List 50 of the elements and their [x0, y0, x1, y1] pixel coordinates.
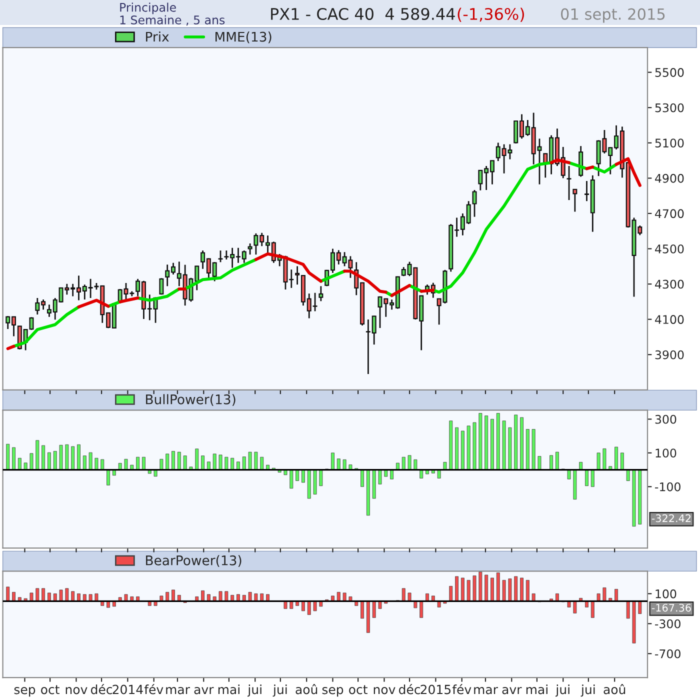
annotation: -322.42	[652, 514, 691, 522]
x-tick-label: nov	[66, 687, 88, 694]
legend-label: MME(13)	[216, 32, 272, 44]
y-tick-label: 4500	[655, 244, 684, 254]
legend-label: BearPower(13)	[146, 555, 242, 567]
x-tick-label: jui	[247, 684, 262, 697]
x-tick-label: mar	[474, 687, 498, 694]
x-tick-label: nov	[374, 687, 396, 694]
y-tick-label: 4900	[655, 174, 684, 183]
chart-subtitle: (-1,36%)	[458, 8, 524, 22]
y-tick-label: -300	[655, 619, 680, 628]
y-tick-label: 4100	[655, 315, 684, 324]
x-tick-label: sep	[322, 687, 344, 697]
y-tick-label: 100	[656, 448, 676, 458]
y-tick-label: 3900	[655, 350, 684, 360]
x-tick-label: 2014	[112, 684, 143, 694]
x-tick-label: aoû	[296, 684, 318, 694]
x-tick-label: jui	[555, 684, 570, 697]
y-tick-label: -700	[655, 649, 680, 658]
legend-label: BullPower(13)	[146, 394, 236, 406]
x-tick-label: mai	[218, 684, 240, 694]
y-tick-label: 4700	[655, 209, 684, 218]
x-tick-label: 2015	[420, 684, 451, 694]
y-tick-label: 4300	[655, 280, 684, 289]
y-tick-label: 5500	[655, 68, 684, 77]
y-tick-label: -100	[655, 482, 680, 492]
y-tick-label: 5300	[655, 103, 684, 112]
x-tick-label: avr	[502, 687, 522, 694]
x-tick-label: mai	[526, 684, 548, 694]
x-tick-label: déc	[398, 684, 420, 694]
y-tick-label: 100	[656, 589, 676, 598]
legend-label: Prix	[146, 32, 169, 42]
x-tick-label: jui	[272, 684, 287, 697]
annotation: -167.36	[652, 604, 691, 612]
text: Principale	[120, 2, 176, 14]
x-tick-label: jui	[580, 684, 595, 697]
x-tick-label: fév	[452, 684, 472, 694]
y-tick-label: 300	[655, 414, 676, 424]
x-tick-label: sep	[14, 687, 36, 697]
x-tick-label: oct	[41, 685, 60, 694]
text: 1 Semaine , 5 ans	[120, 15, 225, 26]
text: 01 sept. 2015	[561, 8, 665, 23]
x-tick-label: aoû	[604, 684, 626, 694]
x-tick-label: oct	[349, 685, 368, 694]
x-tick-label: fév	[144, 684, 164, 694]
x-tick-label: mar	[166, 687, 190, 694]
x-tick-label: avr	[194, 687, 214, 694]
chart-title: PX1 - CAC 40 4 589.44	[271, 8, 455, 20]
x-tick-label: déc	[90, 684, 112, 694]
y-tick-label: 5100	[655, 138, 684, 148]
